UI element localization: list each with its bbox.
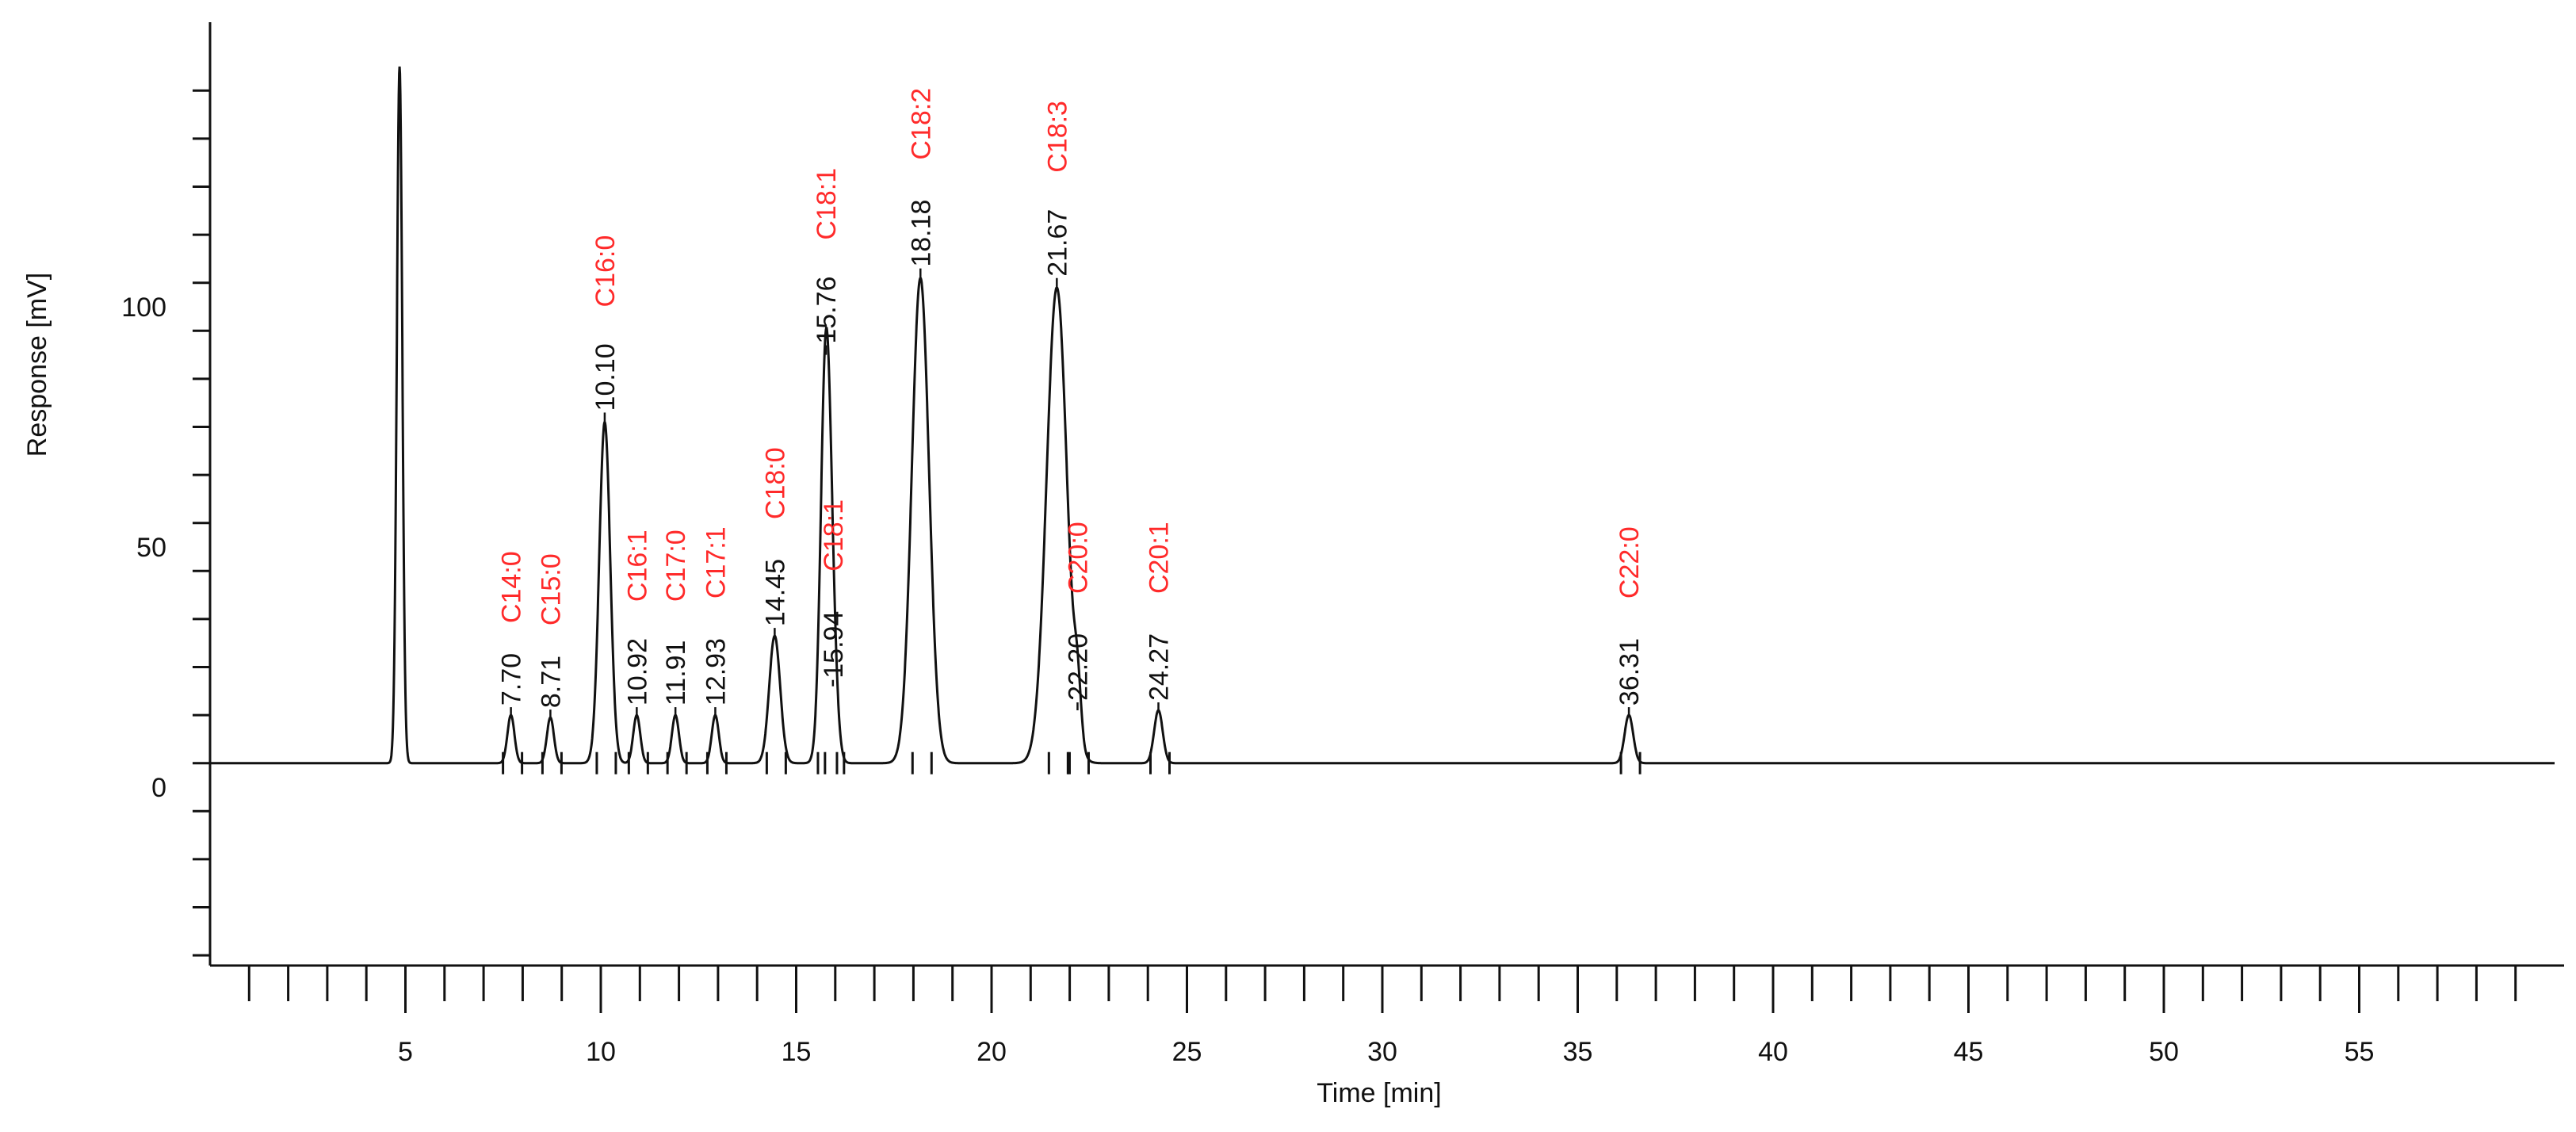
x-tick-label: 20 [977, 1037, 1007, 1067]
peak-rt-label: 14.45 [760, 559, 790, 626]
peak-rt-label: 10.10 [590, 343, 621, 411]
peak-rt-label: 36.31 [1615, 638, 1645, 706]
x-tick-label: 15 [782, 1037, 812, 1067]
trace-layer [210, 66, 2555, 765]
peak-compound-label: C18:3 [1042, 101, 1072, 173]
y-axis-title: Response [mV] [22, 273, 52, 457]
x-axis-title: Time [min] [1317, 1078, 1441, 1108]
y-axis: 0 50 100 [121, 22, 212, 966]
peak-rt-label: 21.67 [1042, 209, 1072, 277]
peak-rt-label: 8.71 [536, 656, 566, 708]
peak-compound-label: C17:1 [701, 526, 731, 599]
x-tick-label: 30 [1367, 1037, 1397, 1067]
x-tick-label: 45 [1954, 1037, 1984, 1067]
peak-rt-label: 12.93 [701, 638, 731, 706]
peak-compound-label: C15:0 [536, 553, 566, 625]
peak-compound-label: C16:1 [622, 530, 652, 602]
peak-rt-label: 7.70 [497, 653, 527, 706]
peak-compound-label: C18:1 [812, 168, 842, 240]
peak-compound-label: C22:0 [1615, 526, 1645, 599]
x-axis: 5 10 15 20 25 30 35 40 45 50 55 [210, 964, 2564, 1067]
peak-rt-label: 15.76 [812, 277, 842, 344]
x-tick-label: 50 [2149, 1037, 2179, 1067]
chromatogram-trace [210, 66, 2555, 765]
x-tick-label: 40 [1758, 1037, 1788, 1067]
y-tick-label: 100 [121, 293, 166, 323]
peak-compound-label: C18:1 [819, 499, 849, 572]
x-tick-label: 35 [1563, 1037, 1593, 1067]
x-tick-label: 25 [1172, 1037, 1202, 1067]
x-tick-label: 10 [586, 1037, 616, 1067]
peak-compound-label: C14:0 [497, 551, 527, 623]
peak-rt-label: 18.18 [906, 200, 936, 267]
peak-compound-label: C20:1 [1145, 522, 1175, 594]
peak-rt-label: 24.27 [1145, 633, 1175, 701]
peak-compound-label: C16:0 [590, 235, 621, 308]
peak-compound-label: C18:2 [906, 88, 936, 160]
x-tick-label: 55 [2345, 1037, 2375, 1067]
y-tick-label: 50 [136, 533, 166, 563]
peak-rt-label: 15.94 [819, 611, 849, 679]
peak-rt-label: 11.91 [661, 641, 691, 706]
y-tick-label: 0 [151, 773, 166, 803]
x-tick-label: 5 [398, 1037, 413, 1067]
peak-rt-label: 22.20 [1063, 633, 1093, 701]
peak-compound-label: C17:0 [661, 530, 691, 602]
peak-label-layer: 7.70 C14:0 8.71 C15:0 10.10 C16:0 10.92 C16:1 11… [497, 88, 1645, 774]
peak-compound-label: C20:0 [1063, 522, 1093, 594]
peak-compound-label: C18:0 [760, 447, 790, 519]
peak-rt-label: 10.92 [622, 638, 652, 706]
